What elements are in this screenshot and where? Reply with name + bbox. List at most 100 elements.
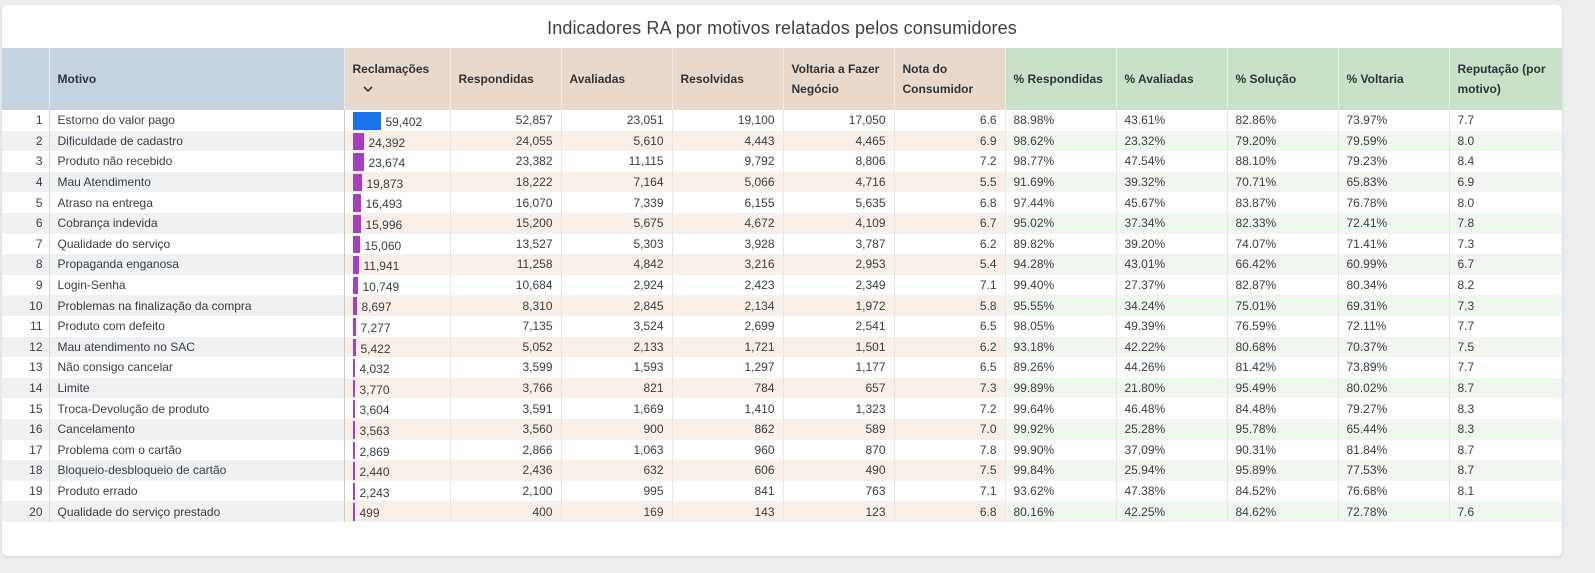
voltaria-cell: 2,953 <box>783 254 895 275</box>
header-pct-avaliadas[interactable]: % Avaliadas <box>1116 48 1228 110</box>
reclamacoes-value: 11,941 <box>363 259 400 274</box>
nota-cell: 5.5 <box>894 171 1006 193</box>
voltaria-cell: 870 <box>783 439 895 461</box>
respondidas-cell: 11,258 <box>450 254 562 275</box>
table-row[interactable]: 12 Mau atendimento no SAC 5,422 5,052 2,133 1… <box>2 336 1562 358</box>
reputacao-cell: 7.7 <box>1449 357 1562 378</box>
table-row[interactable]: 5 Atraso na entrega 16,493 16,070 7,339 6,155… <box>2 192 1562 213</box>
pct-solucao-cell: 90.31% <box>1227 439 1339 461</box>
table-row[interactable]: 13 Não consigo cancelar 4,032 3,599 1,593 1,2… <box>2 357 1562 378</box>
voltaria-cell: 763 <box>783 480 895 502</box>
avaliadas-cell: 1,063 <box>561 439 673 461</box>
table-row[interactable]: 7 Qualidade do serviço 15,060 13,527 5,303 3,… <box>2 233 1562 255</box>
pct-respondidas-cell: 80.16% <box>1005 501 1117 522</box>
nota-cell: 7.3 <box>894 377 1006 399</box>
respondidas-cell: 3,599 <box>450 357 562 378</box>
reclamacoes-value: 2,440 <box>359 465 390 480</box>
pct-solucao-cell: 83.87% <box>1227 192 1339 213</box>
reputacao-cell: 8.1 <box>1449 480 1562 502</box>
pct-avaliadas-cell: 42.25% <box>1116 501 1228 522</box>
pct-solucao-cell: 84.52% <box>1227 480 1339 502</box>
pct-solucao-cell: 70.71% <box>1227 171 1339 193</box>
header-motivo[interactable]: Motivo <box>49 48 345 110</box>
pct-avaliadas-cell: 42.22% <box>1116 336 1228 358</box>
nota-cell: 6.8 <box>894 192 1006 213</box>
resolvidas-cell: 1,410 <box>672 398 784 419</box>
table-row[interactable]: 9 Login-Senha 10,749 10,684 2,924 2,423 2,349 7… <box>2 274 1562 296</box>
table-row[interactable]: 20 Qualidade do serviço prestado 499 400 169… <box>2 501 1562 522</box>
resolvidas-cell: 5,066 <box>672 171 784 193</box>
header-pct-respondidas[interactable]: % Respondidas <box>1005 48 1117 110</box>
table-row[interactable]: 6 Cobrança indevida 15,996 15,200 5,675 4,672… <box>2 212 1562 234</box>
motivo-cell: Qualidade do serviço <box>49 233 345 255</box>
pct-avaliadas-cell: 37.34% <box>1116 212 1228 234</box>
table-row[interactable]: 19 Produto errado 2,243 2,100 995 841 763 7.1 93… <box>2 480 1562 502</box>
header-respondidas[interactable]: Respondidas <box>450 48 562 110</box>
table-row[interactable]: 14 Limite 3,770 3,766 821 784 657 7.3 99.89% 21.8… <box>2 377 1562 399</box>
pct-voltaria-cell: 60.99% <box>1338 254 1450 275</box>
table-row[interactable]: 8 Propaganda enganosa 11,941 11,258 4,842 3,2… <box>2 254 1562 275</box>
table-row[interactable]: 17 Problema com o cartão 2,869 2,866 1,063 96… <box>2 439 1562 461</box>
table-row[interactable]: 15 Troca-Devolução de produto 3,604 3,591 1,… <box>2 398 1562 419</box>
table-row[interactable]: 4 Mau Atendimento 19,873 18,222 7,164 5,066 4,… <box>2 171 1562 193</box>
reclamacoes-bar <box>352 276 358 295</box>
voltaria-cell: 5,635 <box>783 192 895 213</box>
reclamacoes-bar <box>352 235 360 254</box>
reputacao-cell: 6.9 <box>1449 171 1562 193</box>
respondidas-cell: 23,382 <box>450 151 562 172</box>
row-index: 3 <box>2 151 50 172</box>
voltaria-cell: 2,349 <box>783 274 895 296</box>
reclamacoes-bar <box>352 256 359 274</box>
reclamacoes-cell: 3,563 <box>344 418 451 440</box>
header-reputacao[interactable]: Reputação (por motivo) <box>1449 48 1562 110</box>
pct-voltaria-cell: 73.89% <box>1338 357 1450 378</box>
nota-cell: 7.2 <box>894 398 1006 419</box>
reclamacoes-bar <box>352 338 356 357</box>
pct-respondidas-cell: 98.62% <box>1005 130 1117 152</box>
row-index: 18 <box>2 460 50 481</box>
header-resolvidas[interactable]: Resolvidas <box>672 48 784 110</box>
pct-voltaria-cell: 80.34% <box>1338 274 1450 296</box>
header-respondidas-label: Respondidas <box>458 72 534 86</box>
pct-respondidas-cell: 99.64% <box>1005 398 1117 419</box>
header-avaliadas-label: Avaliadas <box>569 72 626 86</box>
table-row[interactable]: 18 Bloqueio-desbloqueio de cartão 2,440 2,4… <box>2 460 1562 481</box>
header-pct-voltaria[interactable]: % Voltaria <box>1338 48 1450 110</box>
motivo-cell: Mau atendimento no SAC <box>49 336 345 358</box>
voltaria-cell: 4,716 <box>783 171 895 193</box>
motivo-cell: Problemas na finalização da compra <box>49 295 345 316</box>
pct-voltaria-cell: 65.44% <box>1338 418 1450 440</box>
reclamacoes-bar <box>352 400 355 418</box>
voltaria-cell: 4,465 <box>783 130 895 152</box>
row-index: 4 <box>2 171 50 193</box>
table-row[interactable]: 11 Produto com defeito 7,277 7,135 3,524 2,69… <box>2 315 1562 337</box>
reclamacoes-cell: 16,493 <box>344 192 451 213</box>
voltaria-cell: 3,787 <box>783 233 895 255</box>
header-nota[interactable]: Nota do Consumidor <box>894 48 1006 110</box>
table-row[interactable]: 1 Estorno do valor pago 59,402 52,857 23,051… <box>2 110 1562 131</box>
header-voltaria[interactable]: Voltaria a Fazer Negócio <box>783 48 895 110</box>
avaliadas-cell: 1,593 <box>561 357 673 378</box>
chevron-down-icon[interactable] <box>362 79 373 99</box>
pct-avaliadas-cell: 21.80% <box>1116 377 1228 399</box>
table-row[interactable]: 3 Produto não recebido 23,674 23,382 11,115 9… <box>2 151 1562 172</box>
header-reclamacoes[interactable]: Reclamações <box>344 48 451 110</box>
pct-respondidas-cell: 99.90% <box>1005 439 1117 461</box>
header-avaliadas[interactable]: Avaliadas <box>561 48 673 110</box>
reputacao-cell: 8.7 <box>1449 439 1562 461</box>
row-index: 10 <box>2 295 50 316</box>
respondidas-cell: 2,866 <box>450 439 562 461</box>
table-row[interactable]: 10 Problemas na finalização da compra 8,69… <box>2 295 1562 316</box>
table-row[interactable]: 2 Dificuldade de cadastro 24,392 24,055 5,61… <box>2 130 1562 152</box>
pct-voltaria-cell: 73.97% <box>1338 110 1450 131</box>
nota-cell: 7.5 <box>894 460 1006 481</box>
reclamacoes-value: 16,493 <box>365 197 403 212</box>
avaliadas-cell: 2,845 <box>561 295 673 316</box>
header-pct-solucao[interactable]: % Solução <box>1227 48 1339 110</box>
table-row[interactable]: 16 Cancelamento 3,563 3,560 900 862 589 7.0 99.9… <box>2 418 1562 440</box>
pct-voltaria-cell: 76.78% <box>1338 192 1450 213</box>
resolvidas-cell: 143 <box>672 501 784 522</box>
reclamacoes-bar <box>352 482 355 501</box>
pct-solucao-cell: 82.87% <box>1227 274 1339 296</box>
pct-voltaria-cell: 72.11% <box>1338 315 1450 337</box>
